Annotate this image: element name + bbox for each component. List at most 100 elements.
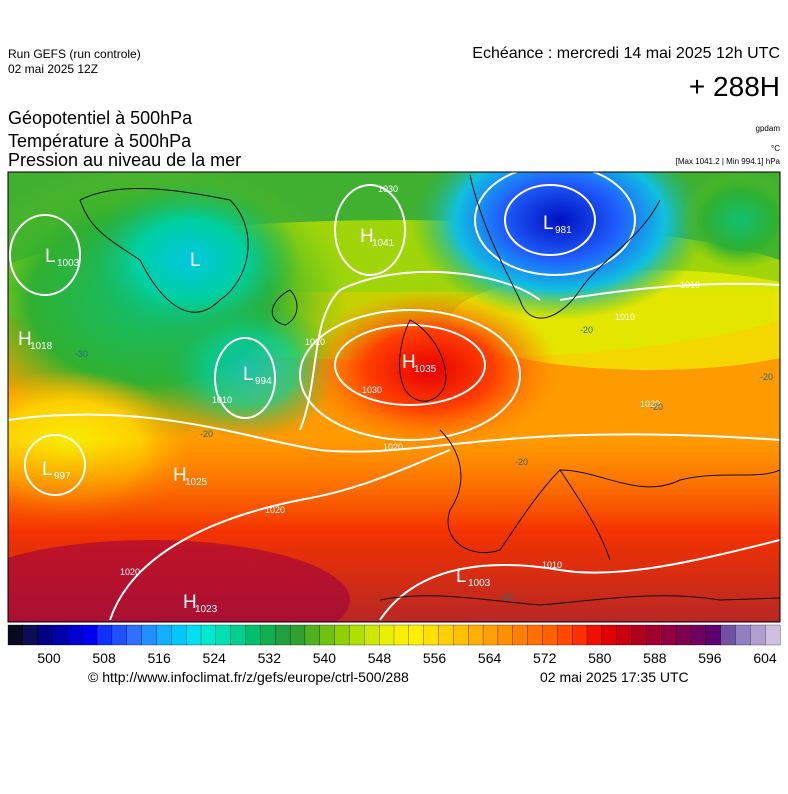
isobar-label: 1010 <box>680 280 700 290</box>
horizon: + 288H <box>689 71 780 102</box>
run-date: 02 mai 2025 12Z <box>8 62 98 76</box>
colorbar-swatch <box>289 624 306 646</box>
center-value: 1003 <box>468 578 491 589</box>
colorbar-swatch <box>141 624 157 646</box>
colorbar-swatch <box>364 624 380 646</box>
center-value: 1041 <box>372 238 395 249</box>
field <box>8 540 350 622</box>
colorbar-swatch <box>334 624 350 646</box>
field <box>80 180 300 340</box>
center-kind: L <box>543 213 554 234</box>
colorbar-swatch <box>453 624 469 646</box>
center-value: 1018 <box>30 341 53 352</box>
colorbar-swatch <box>631 624 647 646</box>
center-value: 997 <box>54 471 71 482</box>
unit: gpdam <box>756 124 781 133</box>
isobar-label: 1030 <box>378 184 398 194</box>
colorbar-swatch <box>765 624 781 646</box>
colorbar-swatch <box>675 624 692 646</box>
center-kind: H <box>183 592 197 613</box>
colorbar-swatch <box>52 624 68 646</box>
colorbar-swatch <box>275 624 291 646</box>
map <box>8 172 780 622</box>
field <box>300 290 560 450</box>
colorbar-swatch <box>705 624 722 646</box>
center-kind: L <box>456 566 467 587</box>
colorbar-swatch <box>37 624 53 646</box>
colorbar-swatch <box>661 624 677 646</box>
center-value: 981 <box>555 225 572 236</box>
center-value: 1003 <box>57 258 80 269</box>
colorbar-swatch <box>408 624 425 646</box>
isobar-label: 1030 <box>362 385 382 395</box>
colorbar-tick-label: 532 <box>258 650 282 666</box>
isotherm-label: -20 <box>200 429 213 439</box>
field <box>160 300 340 440</box>
colorbar-swatch <box>171 624 187 646</box>
colorbar-tick-label: 516 <box>147 650 171 666</box>
colorbar-swatch <box>586 624 603 646</box>
colorbar-swatch <box>304 624 321 646</box>
center-kind: L <box>42 459 53 480</box>
title: Température à 500hPa <box>8 131 192 151</box>
title: Pression au niveau de la mer <box>8 150 241 170</box>
colorbar-swatch <box>7 624 24 646</box>
unit: °C <box>771 144 780 153</box>
colorbar-swatch <box>67 624 83 646</box>
colorbar-swatch <box>690 624 707 646</box>
colorbar-swatch <box>156 624 172 646</box>
colorbar-swatch <box>512 624 529 646</box>
center-value: 994 <box>255 376 272 387</box>
footer-date: 02 mai 2025 17:35 UTC <box>540 669 689 685</box>
center-value: 1025 <box>185 477 208 488</box>
isotherm-label: -20 <box>650 402 663 412</box>
isobar-label: 1010 <box>542 560 562 570</box>
center-kind: H <box>173 465 187 486</box>
colorbar-swatch <box>96 624 113 646</box>
isobar-label: 1020 <box>383 442 403 452</box>
center-kind: H <box>360 226 374 247</box>
colorbar-swatch <box>497 624 514 646</box>
run: Run GEFS (run controle) <box>8 47 141 61</box>
isobar-label: 1010 <box>615 312 635 322</box>
colorbar-swatch <box>572 624 588 646</box>
colorbar-swatch <box>111 624 128 646</box>
map-frame <box>7 171 781 623</box>
colorbar-tick-label: 524 <box>203 650 227 666</box>
colorbar-tick-label: 508 <box>92 650 116 666</box>
colorbar-swatch <box>646 624 662 646</box>
colorbar-swatch <box>601 624 618 646</box>
colorbar-swatch <box>616 624 632 646</box>
colorbar-swatch <box>200 624 217 646</box>
colorbar-swatch <box>260 624 276 646</box>
colorbar-tick-label: 604 <box>753 650 777 666</box>
colorbar-tick-label: 596 <box>698 650 722 666</box>
field <box>410 172 710 320</box>
echeance: Echéance : mercredi 14 mai 2025 12h UTC <box>472 45 780 62</box>
field <box>680 172 780 270</box>
colorbar-swatch <box>22 624 39 646</box>
colorbar-tick-label: 564 <box>478 650 502 666</box>
colorbar-swatch <box>750 624 766 646</box>
isotherm-label: -30 <box>75 349 88 359</box>
colorbar-swatch <box>319 624 336 646</box>
isobar-label: 1020 <box>305 337 325 347</box>
colorbar-swatch <box>215 624 232 646</box>
colorbar-swatch <box>393 624 410 646</box>
center-value: 1023 <box>195 604 218 615</box>
colorbar-tick-label: 548 <box>368 650 392 666</box>
title: Géopotentiel à 500hPa <box>8 108 193 128</box>
colorbar-swatch <box>245 624 261 646</box>
colorbar-swatch <box>542 624 558 646</box>
colorbar-tick-label: 540 <box>313 650 337 666</box>
colorbar-swatch <box>482 624 499 646</box>
unit: [Max 1041.2 | Min 994.1] hPa <box>676 157 781 166</box>
isobar-label: 1020 <box>120 567 140 577</box>
isobar-label: 1010 <box>212 395 232 405</box>
colorbar-tick-label: 572 <box>533 650 557 666</box>
colorbar-swatch <box>126 624 143 646</box>
colorbar-swatch <box>527 624 543 646</box>
colorbar-tick-label: 588 <box>643 650 667 666</box>
center-kind: L <box>45 246 56 267</box>
isotherm-label: -20 <box>580 325 593 335</box>
